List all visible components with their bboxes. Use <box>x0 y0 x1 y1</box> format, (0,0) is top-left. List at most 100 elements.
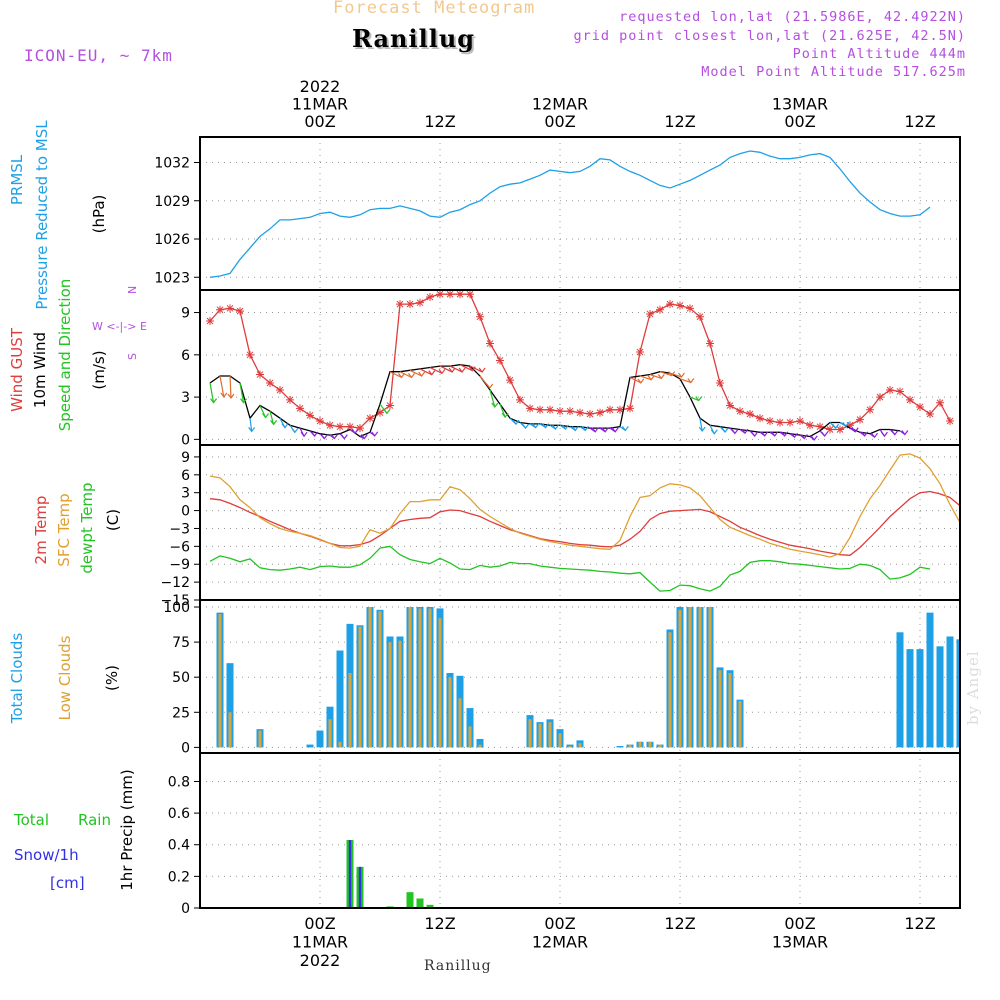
wind-arrowhead <box>771 431 779 437</box>
wind-arrowhead <box>300 431 308 438</box>
wind-arrowhead <box>448 367 456 373</box>
gust-marker <box>436 290 444 299</box>
gust-marker <box>366 414 374 423</box>
gust-marker <box>246 350 254 359</box>
y-tick-label: 0.6 <box>168 806 190 822</box>
low-cloud-bar <box>258 730 262 748</box>
gust-marker <box>776 418 784 427</box>
wind-arrowhead <box>522 423 530 430</box>
clouds-panel <box>194 599 961 754</box>
low-cloud-bar <box>328 719 332 748</box>
gust-marker <box>236 307 244 316</box>
time-label-top: 00Z <box>544 112 575 131</box>
wind-arrowhead <box>581 426 589 432</box>
model-altitude: Model Point Altitude 517.625m <box>701 64 966 80</box>
ylabel-ms: (m/s) <box>90 350 108 389</box>
gust-marker <box>826 425 834 434</box>
y-tick-label: −12 <box>160 575 190 591</box>
low-cloud-bar <box>628 744 632 748</box>
wind-arrow <box>699 418 703 432</box>
ylabel-low-clouds: Low Clouds <box>56 635 74 720</box>
gust-marker <box>386 401 394 410</box>
gust-marker <box>516 395 524 404</box>
low-cloud-bar <box>378 611 382 748</box>
gust-marker <box>556 407 564 416</box>
low-cloud-bar <box>408 607 412 748</box>
wind-arrowhead <box>220 392 228 398</box>
low-cloud-bar <box>728 672 732 748</box>
y-tick-label: −15 <box>160 593 190 609</box>
low-cloud-bar <box>648 741 652 748</box>
y-tick-label: −9 <box>169 557 190 573</box>
low-cloud-bar <box>468 726 472 748</box>
time-label-bottom: 00Z <box>784 914 815 933</box>
wind-arrow <box>439 365 453 373</box>
y-tick-label: 0.8 <box>168 774 190 790</box>
low-cloud-bar <box>568 745 572 748</box>
compass-north: N <box>126 286 139 294</box>
time-label-bottom: 12MAR <box>532 933 588 952</box>
wind-arrow <box>269 411 275 425</box>
time-label-bottom: 12Z <box>424 914 455 933</box>
time-label-top: 00Z <box>304 112 335 131</box>
wind-arrowhead <box>677 372 685 378</box>
low-cloud-bar <box>368 607 372 748</box>
total-cloud-bar <box>956 639 960 748</box>
gust-marker <box>496 356 504 365</box>
time-label-top: 11MAR <box>292 95 348 114</box>
low-cloud-bar <box>438 618 442 748</box>
wind-arrowhead <box>383 408 391 415</box>
y-tick-label: 0 <box>181 901 190 917</box>
compass-south: S <box>126 353 139 360</box>
low-cloud-bar <box>658 744 662 748</box>
series-line-10m-wind <box>209 364 901 438</box>
point-altitude: Point Altitude 444m <box>792 46 966 62</box>
compass-label: W <-|-> E <box>92 320 147 333</box>
y-tick-label: −6 <box>169 539 190 555</box>
low-cloud-bar <box>218 614 222 748</box>
wind-arrowhead <box>438 368 446 375</box>
gust-marker <box>486 339 494 348</box>
wind-arrowhead <box>571 426 579 432</box>
low-cloud-bar <box>418 608 422 748</box>
gust-marker <box>846 421 854 430</box>
gust-marker <box>426 293 434 302</box>
wind-arrowhead <box>532 423 540 429</box>
temperature-panel <box>194 444 961 601</box>
wind-arrowhead <box>486 383 494 390</box>
model-label: ICON-EU, ~ 7km <box>24 46 173 65</box>
wind-arrow <box>629 376 642 384</box>
y-tick-label: 0 <box>181 740 190 756</box>
wind-arrowhead <box>291 427 299 434</box>
gust-marker <box>946 417 954 426</box>
ylabel-speed-direction: Speed and Direction <box>56 279 74 432</box>
ylabel-hpa: (hPa) <box>90 195 108 234</box>
panel-frame <box>199 599 961 754</box>
time-label-bottom: 00Z <box>544 914 575 933</box>
wind-arrow <box>419 368 433 376</box>
gust-marker <box>346 422 354 431</box>
y-tick-label: 100 <box>163 600 190 616</box>
gust-marker <box>706 339 714 348</box>
wind-arrowhead <box>562 424 569 431</box>
low-cloud-bar <box>708 607 712 748</box>
wind-arrowhead <box>901 430 909 436</box>
wind-arrowhead <box>320 434 328 440</box>
wind-arrowhead <box>330 434 338 440</box>
gust-marker <box>876 393 884 402</box>
series-line-dewpt-temp <box>209 545 931 592</box>
wind-arrowhead <box>478 367 486 373</box>
gust-marker <box>586 410 594 418</box>
wind-arrowhead <box>821 431 829 437</box>
wind-arrowhead <box>871 432 879 439</box>
legend-total: Total <box>13 811 49 829</box>
y-tick-label: 1026 <box>154 232 190 248</box>
wind-arrowhead <box>698 426 706 433</box>
gust-marker <box>306 411 314 420</box>
wind-arrowhead <box>240 398 248 404</box>
low-cloud-bar <box>338 741 342 748</box>
total-cloud-bar <box>316 730 324 748</box>
low-cloud-bar <box>578 743 582 748</box>
low-cloud-bar <box>398 640 402 748</box>
